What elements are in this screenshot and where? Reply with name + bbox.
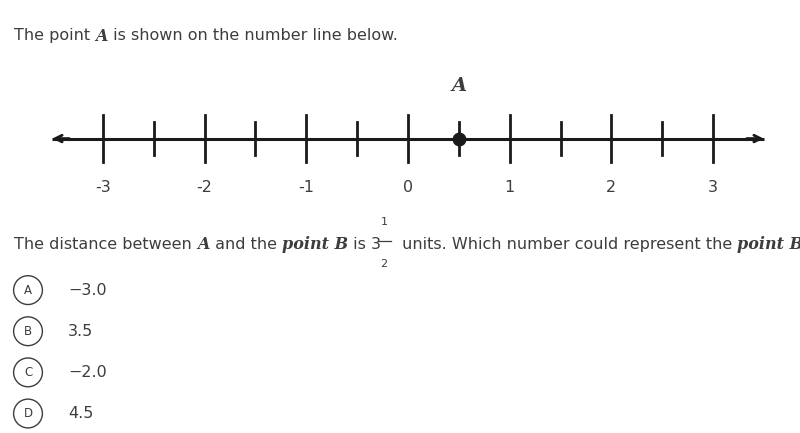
Text: 2: 2 bbox=[606, 180, 617, 195]
Text: point B: point B bbox=[738, 236, 800, 253]
Text: A: A bbox=[451, 77, 466, 95]
Text: A: A bbox=[198, 236, 210, 253]
Text: 1: 1 bbox=[505, 180, 515, 195]
Text: 2: 2 bbox=[381, 259, 388, 269]
Text: A: A bbox=[96, 28, 108, 45]
Text: 3: 3 bbox=[708, 180, 718, 195]
Text: −3.0: −3.0 bbox=[68, 283, 106, 297]
Text: is 3: is 3 bbox=[348, 237, 381, 252]
Text: B: B bbox=[24, 325, 32, 338]
Text: D: D bbox=[23, 407, 33, 420]
Text: C: C bbox=[24, 366, 32, 379]
Text: The distance between: The distance between bbox=[14, 237, 198, 252]
Text: point B: point B bbox=[282, 236, 348, 253]
Text: A: A bbox=[24, 284, 32, 297]
Text: 3.5: 3.5 bbox=[68, 324, 94, 339]
Text: is shown on the number line below.: is shown on the number line below. bbox=[108, 28, 398, 43]
Text: 0: 0 bbox=[403, 180, 413, 195]
Text: 1: 1 bbox=[381, 217, 387, 227]
Text: -2: -2 bbox=[197, 180, 213, 195]
Text: and the: and the bbox=[210, 237, 282, 252]
Text: 4.5: 4.5 bbox=[68, 406, 94, 421]
Text: -3: -3 bbox=[95, 180, 110, 195]
Text: -1: -1 bbox=[298, 180, 314, 195]
Text: The point: The point bbox=[14, 28, 96, 43]
Text: units. Which number could represent the: units. Which number could represent the bbox=[397, 237, 738, 252]
Text: −2.0: −2.0 bbox=[68, 365, 106, 380]
